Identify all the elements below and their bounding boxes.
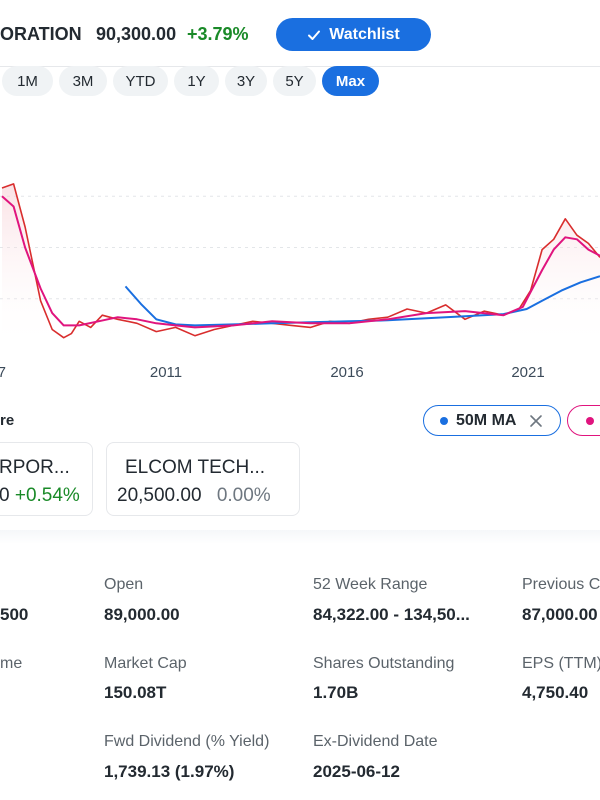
stat-value-market-cap: 150.08T [104,683,167,702]
stat-value-open: 89,000.00 [104,605,180,624]
x-axis-tick: 7 [0,364,6,381]
check-icon [308,30,321,40]
price-chart[interactable]: 7 2011 2016 2021 [0,100,600,400]
range-1m[interactable]: 1M [2,66,53,96]
range-selector: 1M 3M YTD 1Y 3Y 5Y Max [0,66,600,96]
chart-legend: re 50M MA [0,400,600,440]
ma-label: 50M MA [456,411,517,429]
price-chart-svg: 7 2011 2016 2021 [0,183,600,381]
stat-label-52wk-range: 52 Week Range [313,576,428,593]
compare-label: re [0,412,15,429]
stat-value-shares-outstanding: 1.70B [313,683,359,702]
x-axis-tick: 2021 [511,364,544,381]
stat-value-fwd-dividend: 1,739.13 (1.97%) [104,762,235,781]
range-ytd[interactable]: YTD [113,66,168,96]
compare-card[interactable]: RPOR... 0 +0.54% [0,442,93,516]
stat-label-open: Open [104,576,144,593]
section-divider [0,530,600,544]
close-icon[interactable] [528,413,544,429]
compare-card-name: RPOR... [0,457,70,478]
price-line [1,183,600,339]
range-5y[interactable]: 5Y [273,66,316,96]
stat-label: me [0,655,23,672]
range-3m[interactable]: 3M [59,66,107,96]
quote-header: ORATION 90,300.00 +3.79% Watchlist [0,0,600,68]
stat-label-shares-outstanding: Shares Outstanding [313,655,455,672]
stat-value-ex-dividend: 2025-06-12 [313,762,400,781]
stat-label-eps: EPS (TTM) [522,655,600,672]
secondary-line [1,195,600,329]
ma-color-dot [440,416,448,425]
watchlist-label: Watchlist [329,25,400,43]
second-indicator-pill[interactable] [567,405,600,436]
ma-indicator-pill[interactable]: 50M MA [423,405,561,436]
x-axis-tick: 2016 [330,364,363,381]
compare-card-name: ELCOM TECH... [125,457,266,478]
compare-card-change: 0.00% [216,485,271,506]
stat-label-ex-dividend: Ex-Dividend Date [313,733,438,750]
price-area [2,183,600,350]
price-change: +3.79% [187,24,249,44]
compare-card-price: 20,500.00 [117,485,202,506]
range-3y[interactable]: 3Y [225,66,267,96]
range-1y[interactable]: 1Y [174,66,219,96]
current-price: 90,300.00 [96,24,177,44]
compare-card-price: 0 [0,485,10,506]
stat-label-fwd-dividend: Fwd Dividend (% Yield) [104,733,270,750]
second-color-dot [586,416,594,425]
range-max[interactable]: Max [322,66,379,96]
stat-value-prev-close: 87,000.00 [522,605,598,624]
x-axis-tick: 2011 [150,364,182,381]
watchlist-button[interactable]: Watchlist [276,18,431,51]
compare-card-change: +0.54% [14,485,80,506]
stat-value-eps: 4,750.40 [522,683,589,702]
stat-label-prev-close: Previous C [522,576,600,593]
company-name: ORATION [0,24,82,44]
stat-value-52wk-range: 84,322.00 - 134,50... [313,605,470,624]
compare-card[interactable]: ELCOM TECH... 20,500.00 0.00% [106,442,300,516]
stat-value: 500 [0,605,29,624]
stat-label-market-cap: Market Cap [104,655,187,672]
